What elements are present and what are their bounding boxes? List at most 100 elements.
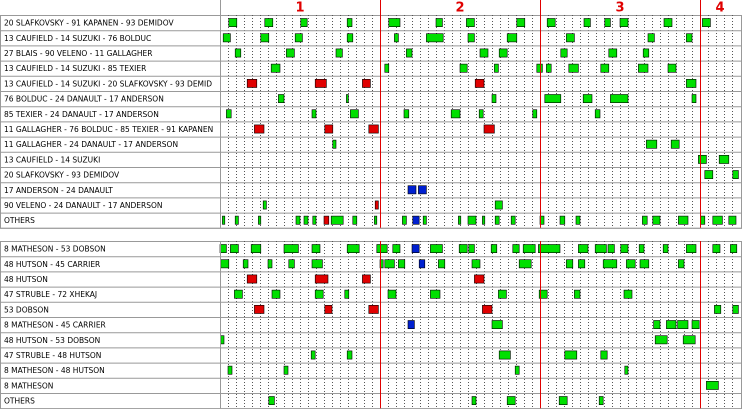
shift [242, 259, 249, 269]
shift [283, 244, 299, 253]
shift [732, 170, 739, 179]
shift [600, 63, 610, 73]
shift [471, 259, 481, 269]
shift [426, 33, 444, 43]
period-label: 4 [715, 1, 724, 16]
shift [324, 124, 334, 134]
shift [642, 48, 650, 58]
shift [286, 48, 295, 58]
row-label: 8 MATHESON - 48 HUTSON [4, 366, 105, 375]
shift [712, 215, 723, 225]
row-label: 17 ANDERSON - 24 DANAULT [4, 186, 113, 195]
shift [376, 244, 388, 253]
shift [506, 396, 516, 405]
shift [608, 48, 618, 58]
shift [418, 259, 426, 269]
shift [506, 33, 518, 43]
shift [518, 259, 532, 269]
shift [670, 139, 680, 149]
row-label: 8 MATHESON [4, 381, 53, 390]
shift [691, 94, 697, 103]
shift [228, 18, 238, 27]
shift [312, 215, 317, 225]
shift [246, 274, 258, 284]
shift [718, 155, 730, 164]
shift [267, 259, 273, 269]
row-label: 8 MATHESON - 45 CARRIER [4, 321, 106, 330]
shift [510, 215, 516, 225]
row-label: 48 HUTSON - 45 CARRIER [4, 260, 100, 269]
row-label: 20 SLAFKOVSKY - 91 KAPANEN - 93 DEMIDOV [4, 19, 174, 28]
shift [575, 215, 581, 225]
shift [712, 244, 721, 253]
shift [620, 244, 629, 253]
shift [330, 215, 344, 225]
shift [458, 215, 462, 225]
shift [702, 18, 711, 27]
shift [234, 289, 243, 299]
shift [568, 63, 579, 73]
shift [222, 33, 231, 43]
row-label: 11 GALLAGHER - 76 BOLDUC - 85 TEXIER - 9… [4, 125, 213, 134]
shift [310, 350, 316, 360]
shift [300, 18, 308, 27]
shift [230, 244, 239, 253]
shift [227, 365, 233, 375]
row-label: 48 HUTSON - 53 DOBSON [4, 336, 100, 345]
shift [283, 365, 289, 375]
shift [346, 350, 353, 360]
shift [666, 320, 677, 329]
shift [346, 33, 354, 43]
row-label: 27 BLAIS - 90 VELENO - 11 GALLAGHER [4, 49, 153, 58]
shift [546, 18, 556, 27]
shift [314, 289, 324, 299]
shift [422, 215, 427, 225]
shift [482, 304, 493, 314]
shift [478, 109, 484, 119]
shift [704, 170, 714, 179]
shift [491, 94, 497, 103]
row-label: 47 STRUBLE - 72 XHEKAJ [4, 290, 97, 299]
shift [407, 320, 415, 329]
shift [546, 63, 552, 73]
shift [483, 124, 495, 134]
shift [638, 244, 645, 253]
shift [602, 259, 618, 269]
shift [384, 259, 395, 269]
shift [691, 320, 700, 329]
shift [459, 63, 468, 73]
shift [494, 215, 500, 225]
shift [482, 215, 486, 225]
shift [619, 18, 629, 27]
shift [522, 244, 536, 253]
row-label: 20 SLAFKOVSKY - 93 DEMIDOV [4, 171, 120, 180]
row-label: 53 DOBSON [4, 305, 49, 314]
shift [412, 215, 420, 225]
shift [516, 18, 526, 27]
period-label: 1 [295, 1, 304, 16]
shift [538, 244, 561, 253]
row-label: 90 VELENO - 24 DANAULT - 17 ANDERSON [4, 201, 163, 210]
shift [374, 215, 378, 225]
row-label: 76 BOLDUC - 24 DANAULT - 17 ANDERSON [4, 95, 164, 104]
shift [491, 320, 503, 329]
shift [468, 244, 475, 253]
shift [226, 109, 232, 119]
shift [474, 274, 485, 284]
row-label: 13 CAUFIELD - 14 SUZUKI - 76 BOLDUC [4, 34, 151, 43]
shift [288, 259, 295, 269]
shift [490, 244, 498, 253]
shift [398, 259, 406, 269]
shift [730, 244, 738, 253]
row-label: OTHERS [4, 216, 35, 225]
shift [559, 215, 566, 225]
shift [532, 109, 538, 119]
shift [610, 94, 629, 103]
shift [303, 215, 309, 225]
shift [682, 335, 696, 345]
shift [566, 259, 574, 269]
shift [270, 63, 281, 73]
row-label: 13 CAUFIELD - 14 SUZUKI [4, 155, 100, 164]
shift [388, 18, 401, 27]
